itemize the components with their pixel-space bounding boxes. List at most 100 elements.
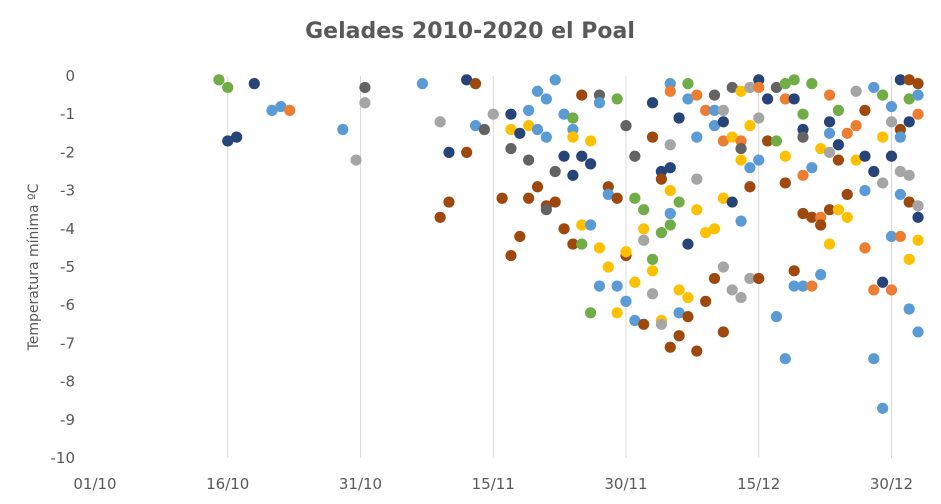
data-point	[815, 269, 827, 281]
data-point	[770, 311, 783, 323]
data-point	[416, 78, 429, 90]
data-point	[762, 135, 774, 147]
data-point	[222, 81, 234, 94]
data-point	[664, 139, 676, 151]
data-point	[620, 295, 632, 307]
data-point	[903, 303, 915, 315]
data-point	[788, 74, 800, 86]
y-tick-label: -3	[60, 182, 75, 200]
data-point	[629, 276, 641, 288]
data-point	[359, 97, 371, 109]
data-point	[717, 261, 729, 273]
data-point	[664, 85, 676, 97]
data-point	[585, 158, 597, 170]
data-point	[567, 169, 579, 181]
data-point	[744, 272, 756, 285]
data-point	[540, 93, 552, 105]
data-point	[443, 146, 455, 158]
data-point	[894, 230, 906, 243]
data-point	[744, 181, 756, 193]
data-point	[646, 288, 659, 300]
data-point	[708, 104, 721, 116]
data-point	[646, 131, 659, 143]
data-point	[832, 204, 845, 216]
data-point	[549, 165, 561, 178]
data-point	[231, 131, 243, 143]
data-point	[717, 116, 729, 128]
data-point	[646, 97, 659, 109]
y-tick-label: -9	[60, 411, 75, 429]
x-tick-label: 30/11	[604, 475, 647, 493]
x-tick-label: 30/12	[870, 475, 913, 493]
data-point	[832, 139, 845, 151]
x-tick-label: 01/10	[73, 475, 116, 493]
data-point	[664, 162, 676, 174]
data-point	[673, 196, 685, 208]
data-point	[753, 81, 765, 94]
data-point	[726, 81, 738, 94]
data-point	[788, 280, 800, 292]
y-tick-label: -7	[60, 334, 75, 352]
data-point	[859, 242, 871, 254]
data-point	[611, 280, 623, 292]
data-point	[806, 78, 818, 90]
data-point	[832, 154, 845, 166]
data-point	[682, 291, 694, 304]
data-point	[903, 196, 915, 208]
data-point	[832, 104, 845, 116]
data-point	[434, 211, 446, 223]
y-tick-label: -5	[60, 258, 75, 276]
data-point	[620, 246, 632, 258]
data-point	[815, 219, 827, 231]
y-tick-label: -10	[51, 449, 76, 467]
data-point	[664, 341, 676, 353]
data-point	[691, 131, 703, 143]
data-point	[682, 78, 694, 90]
data-point	[691, 345, 703, 357]
data-point	[806, 162, 818, 174]
data-point	[894, 165, 906, 178]
data-point	[540, 131, 552, 143]
data-point	[797, 280, 809, 292]
data-point	[638, 223, 650, 235]
data-point	[611, 307, 623, 319]
y-tick-label: -4	[60, 220, 75, 238]
data-point	[779, 177, 791, 189]
data-point	[912, 108, 924, 120]
data-point	[868, 284, 880, 296]
data-point	[673, 307, 685, 319]
data-point	[496, 192, 508, 204]
data-point	[531, 123, 544, 136]
data-point	[638, 204, 650, 216]
data-point	[567, 238, 579, 250]
data-point	[655, 227, 668, 239]
y-tick-label: -6	[60, 296, 75, 314]
data-point	[664, 219, 676, 231]
data-point	[646, 253, 659, 265]
data-point	[434, 116, 446, 128]
data-point	[788, 265, 800, 277]
data-point	[903, 116, 915, 128]
data-point	[505, 108, 517, 120]
data-point	[859, 185, 871, 197]
data-point	[558, 150, 570, 162]
x-tick-label: 15/11	[472, 475, 515, 493]
y-axis-label: Temperatura mínima ºC	[26, 183, 42, 351]
data-point	[523, 120, 535, 132]
data-point	[779, 93, 791, 105]
data-point	[797, 108, 809, 120]
data-point	[708, 272, 721, 285]
data-point	[912, 89, 924, 101]
data-point	[744, 162, 756, 174]
data-point	[735, 142, 747, 155]
data-point	[629, 314, 641, 327]
data-point	[531, 181, 544, 193]
data-point	[894, 74, 906, 86]
data-point	[682, 238, 694, 250]
data-point	[841, 211, 853, 223]
data-point	[576, 219, 588, 231]
data-point	[646, 265, 659, 277]
x-tick-label: 31/10	[339, 475, 382, 493]
data-point	[894, 188, 906, 201]
data-point	[549, 74, 561, 86]
